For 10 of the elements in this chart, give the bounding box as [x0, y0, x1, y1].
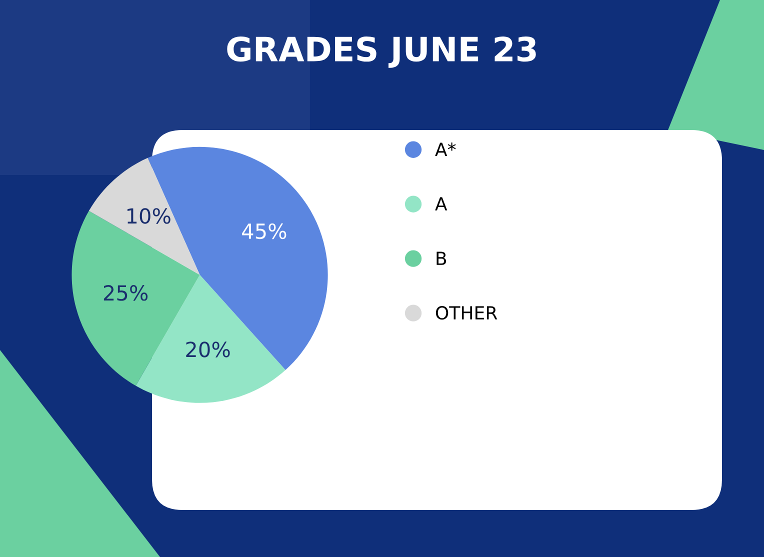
pie-slice: [88, 158, 200, 275]
chart-title: GRADES JUNE 23: [227, 36, 536, 68]
legend-label: A: [435, 197, 448, 210]
legend-label: OTHER: [436, 306, 498, 320]
legend-label: B: [436, 252, 446, 265]
legend-label: A*: [435, 142, 456, 156]
data-label: 25%: [104, 285, 148, 301]
data-label: 10%: [128, 208, 170, 224]
data-label: 45%: [242, 223, 286, 240]
data-label: 20%: [186, 342, 230, 358]
